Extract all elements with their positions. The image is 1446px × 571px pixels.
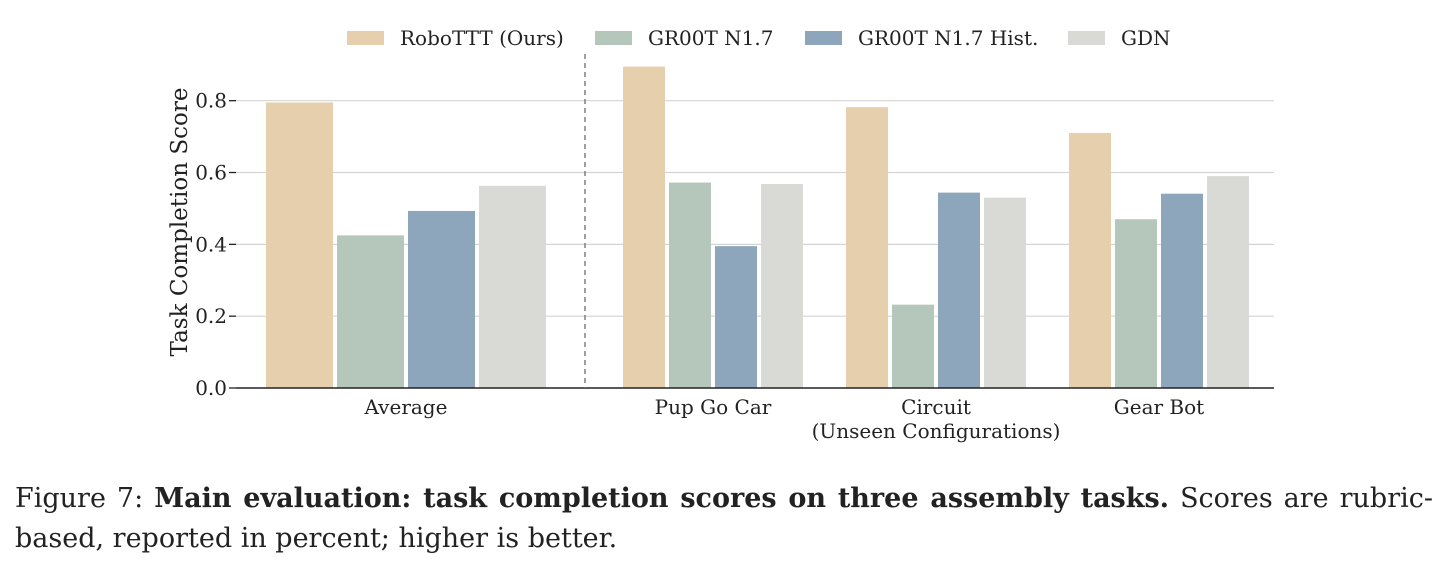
x-tick-sublabel: (Unseen Configurations)	[812, 419, 1061, 443]
x-tick-label: Gear Bot	[1114, 395, 1204, 419]
x-tick-label: Average	[364, 395, 448, 419]
y-tick-label: 0.8	[195, 89, 227, 113]
caption-bold: Main evaluation: task completion scores …	[154, 483, 1170, 514]
legend-item: GR00T N1.7	[595, 26, 774, 50]
bar-gr00t-n1-7	[337, 235, 404, 388]
bar-gr00t-n1-7	[892, 304, 934, 388]
bar-chart: RoboTTT (Ours) GR00T N1.7 GR00T N1.7 Hist.…	[167, 26, 1274, 443]
legend-item: RoboTTT (Ours)	[347, 26, 564, 50]
y-tick-label: 0.0	[195, 376, 227, 400]
bar-gr00t-n1-7-hist	[1161, 193, 1203, 388]
bar-gdn	[479, 185, 546, 388]
legend-swatch	[347, 31, 384, 45]
legend-label: GR00T N1.7	[648, 26, 774, 50]
legend-label: RoboTTT (Ours)	[400, 26, 564, 50]
legend-label: GR00T N1.7 Hist.	[858, 26, 1038, 50]
bar-gr00t-n1-7-hist	[408, 210, 475, 388]
caption-prefix: Figure 7:	[15, 483, 155, 514]
chart-legend: RoboTTT (Ours) GR00T N1.7 GR00T N1.7 Hist.…	[347, 26, 1171, 50]
legend-swatch	[595, 31, 632, 45]
bar-gdn	[984, 197, 1026, 388]
bars-layer	[266, 66, 1249, 389]
legend-item: GDN	[1068, 26, 1171, 50]
legend-item: GR00T N1.7 Hist.	[805, 26, 1038, 50]
y-axis-label: Task Completion Score	[167, 88, 193, 357]
y-tick-label: 0.6	[195, 161, 227, 185]
y-tick-label: 0.4	[195, 232, 227, 256]
bar-robottt-ours	[623, 66, 665, 389]
legend-label: GDN	[1121, 26, 1171, 50]
bar-gr00t-n1-7	[1115, 219, 1157, 388]
x-tick-label: Circuit	[901, 395, 971, 419]
legend-swatch	[805, 31, 842, 45]
y-tick-label: 0.2	[195, 304, 227, 328]
bar-gr00t-n1-7-hist	[715, 246, 757, 388]
bar-robottt-ours	[266, 102, 333, 388]
x-tick-label: Pup Go Car	[655, 395, 772, 419]
bar-gr00t-n1-7	[669, 182, 711, 388]
bar-robottt-ours	[846, 107, 888, 389]
bar-gr00t-n1-7-hist	[938, 192, 980, 388]
legend-swatch	[1068, 31, 1105, 45]
bar-robottt-ours	[1069, 133, 1111, 388]
bar-gdn	[761, 184, 803, 388]
caption-rest: Scores are rubric-based, reported in per…	[15, 483, 1434, 554]
figure-caption: Figure 7: Main evaluation: task completi…	[15, 479, 1433, 559]
axes-layer: 0.0 0.2 0.4 0.6 0.8 Average Pup Go Car Circuit(…	[195, 54, 1274, 443]
bar-gdn	[1207, 176, 1249, 388]
